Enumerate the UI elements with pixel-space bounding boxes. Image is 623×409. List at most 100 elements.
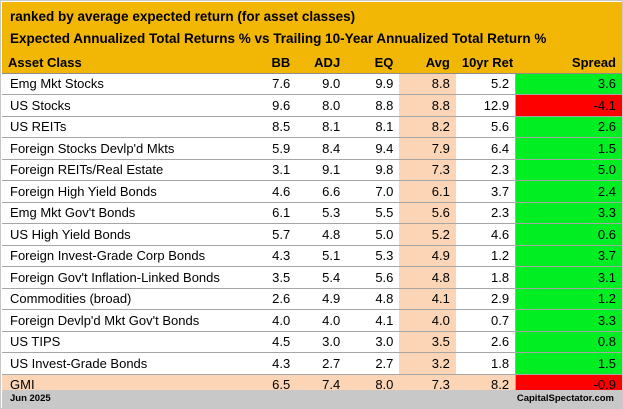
cell-avg: 7.9	[399, 137, 456, 160]
table-row: Foreign Devlp'd Mkt Gov't Bonds 4.0 4.0 4.1…	[2, 309, 622, 332]
cell-avg: 4.8	[399, 266, 456, 289]
footer-date: Jun 2025	[10, 393, 51, 404]
table-row: Emg Mkt Gov't Bonds 6.1 5.3 5.5 5.6 2.3 3.3	[2, 202, 622, 224]
cell-asset-class: US Invest-Grade Bonds	[2, 352, 244, 375]
cell-adj: 5.3	[296, 202, 347, 224]
cell-avg: 5.2	[399, 223, 456, 246]
cell-asset-class: US High Yield Bonds	[2, 223, 244, 246]
cell-spread: 2.4	[515, 180, 622, 203]
cell-adj: 4.8	[296, 223, 347, 246]
cell-avg: 3.2	[399, 352, 456, 375]
cell-10yr-ret: 4.6	[455, 223, 516, 246]
cell-10yr-ret: 6.4	[455, 137, 516, 160]
table-row: Emg Mkt Stocks 7.6 9.0 9.9 8.8 5.2 3.6	[2, 73, 622, 95]
table-row: Commodities (broad) 2.6 4.9 4.8 4.1 2.9 1.2	[2, 288, 622, 310]
cell-adj: 2.7	[296, 352, 347, 375]
cell-adj: 4.9	[296, 288, 347, 310]
table-row: US Invest-Grade Bonds 4.3 2.7 2.7 3.2 1.8 1.5	[2, 352, 622, 375]
cell-spread: 3.3	[515, 202, 622, 224]
cell-10yr-ret: 2.3	[455, 202, 516, 224]
cell-avg: 3.5	[399, 331, 456, 353]
cell-adj: 8.0	[296, 94, 347, 117]
cell-asset-class: Foreign Gov't Inflation-Linked Bonds	[2, 266, 244, 289]
cell-spread: 5.0	[515, 159, 622, 181]
cell-asset-class: US REITs	[2, 116, 244, 138]
cell-bb: 9.6	[243, 94, 297, 117]
cell-eq: 9.4	[346, 137, 400, 160]
footer-bar: Jun 2025 CapitalSpectator.com	[2, 390, 622, 409]
column-header-avg: Avg	[399, 52, 456, 74]
cell-eq: 5.0	[346, 223, 400, 246]
cell-spread: 2.6	[515, 116, 622, 138]
cell-spread: 3.1	[515, 266, 622, 289]
cell-10yr-ret: 12.9	[455, 94, 516, 117]
cell-spread: 1.5	[515, 352, 622, 375]
cell-adj: 8.1	[296, 116, 347, 138]
table-subtitle: ranked by average expected return (for a…	[10, 9, 356, 24]
cell-spread: 3.6	[515, 73, 622, 95]
cell-adj: 9.1	[296, 159, 347, 181]
cell-avg: 6.1	[399, 180, 456, 203]
cell-eq: 2.7	[346, 352, 400, 375]
cell-10yr-ret: 1.8	[455, 266, 516, 289]
table-body: Emg Mkt Stocks 7.6 9.0 9.9 8.8 5.2 3.6 US Stock…	[2, 73, 622, 396]
cell-avg: 8.8	[399, 94, 456, 117]
header-row: Asset Class BB ADJ EQ Avg 10yr Ret Sprea…	[2, 52, 622, 74]
cell-10yr-ret: 1.2	[455, 245, 516, 267]
table-row: Foreign High Yield Bonds 4.6 6.6 7.0 6.1 3.7 2…	[2, 180, 622, 203]
table-row: US TIPS 4.5 3.0 3.0 3.5 2.6 0.8	[2, 331, 622, 353]
cell-bb: 5.7	[243, 223, 297, 246]
cell-avg: 4.0	[399, 309, 456, 332]
cell-asset-class: Foreign Invest-Grade Corp Bonds	[2, 245, 244, 267]
cell-bb: 4.3	[243, 245, 297, 267]
cell-bb: 5.9	[243, 137, 297, 160]
cell-avg: 7.3	[399, 159, 456, 181]
cell-bb: 8.5	[243, 116, 297, 138]
cell-eq: 7.0	[346, 180, 400, 203]
cell-avg: 5.6	[399, 202, 456, 224]
cell-bb: 4.5	[243, 331, 297, 353]
cell-eq: 5.6	[346, 266, 400, 289]
cell-bb: 7.6	[243, 73, 297, 95]
cell-bb: 2.6	[243, 288, 297, 310]
cell-10yr-ret: 2.9	[455, 288, 516, 310]
cell-adj: 5.1	[296, 245, 347, 267]
cell-bb: 4.3	[243, 352, 297, 375]
cell-adj: 4.0	[296, 309, 347, 332]
returns-table: Asset Class BB ADJ EQ Avg 10yr Ret Sprea…	[2, 52, 622, 396]
cell-eq: 8.1	[346, 116, 400, 138]
cell-bb: 4.0	[243, 309, 297, 332]
cell-adj: 9.0	[296, 73, 347, 95]
column-header-adj: ADJ	[296, 52, 347, 74]
cell-10yr-ret: 2.3	[455, 159, 516, 181]
cell-avg: 8.8	[399, 73, 456, 95]
cell-bb: 6.1	[243, 202, 297, 224]
cell-avg: 8.2	[399, 116, 456, 138]
cell-eq: 4.1	[346, 309, 400, 332]
column-header-10yr-ret: 10yr Ret	[455, 52, 516, 74]
cell-adj: 6.6	[296, 180, 347, 203]
cell-asset-class: Emg Mkt Gov't Bonds	[2, 202, 244, 224]
cell-asset-class: Foreign REITs/Real Estate	[2, 159, 244, 181]
cell-eq: 5.5	[346, 202, 400, 224]
table-row: US Stocks 9.6 8.0 8.8 8.8 12.9 -4.1	[2, 94, 622, 117]
cell-avg: 4.1	[399, 288, 456, 310]
column-header-bb: BB	[243, 52, 297, 74]
cell-10yr-ret: 5.6	[455, 116, 516, 138]
cell-spread: 1.2	[515, 288, 622, 310]
table-row: Foreign Gov't Inflation-Linked Bonds 3.5 5…	[2, 266, 622, 289]
cell-asset-class: Commodities (broad)	[2, 288, 244, 310]
cell-eq: 4.8	[346, 288, 400, 310]
cell-10yr-ret: 0.7	[455, 309, 516, 332]
cell-asset-class: Foreign Devlp'd Mkt Gov't Bonds	[2, 309, 244, 332]
cell-eq: 9.9	[346, 73, 400, 95]
cell-bb: 3.5	[243, 266, 297, 289]
cell-10yr-ret: 5.2	[455, 73, 516, 95]
cell-spread: 0.6	[515, 223, 622, 246]
cell-adj: 3.0	[296, 331, 347, 353]
cell-adj: 5.4	[296, 266, 347, 289]
table-row: Foreign REITs/Real Estate 3.1 9.1 9.8 7.3 2.3…	[2, 159, 622, 181]
cell-adj: 8.4	[296, 137, 347, 160]
table-row: US REITs 8.5 8.1 8.1 8.2 5.6 2.6	[2, 116, 622, 138]
